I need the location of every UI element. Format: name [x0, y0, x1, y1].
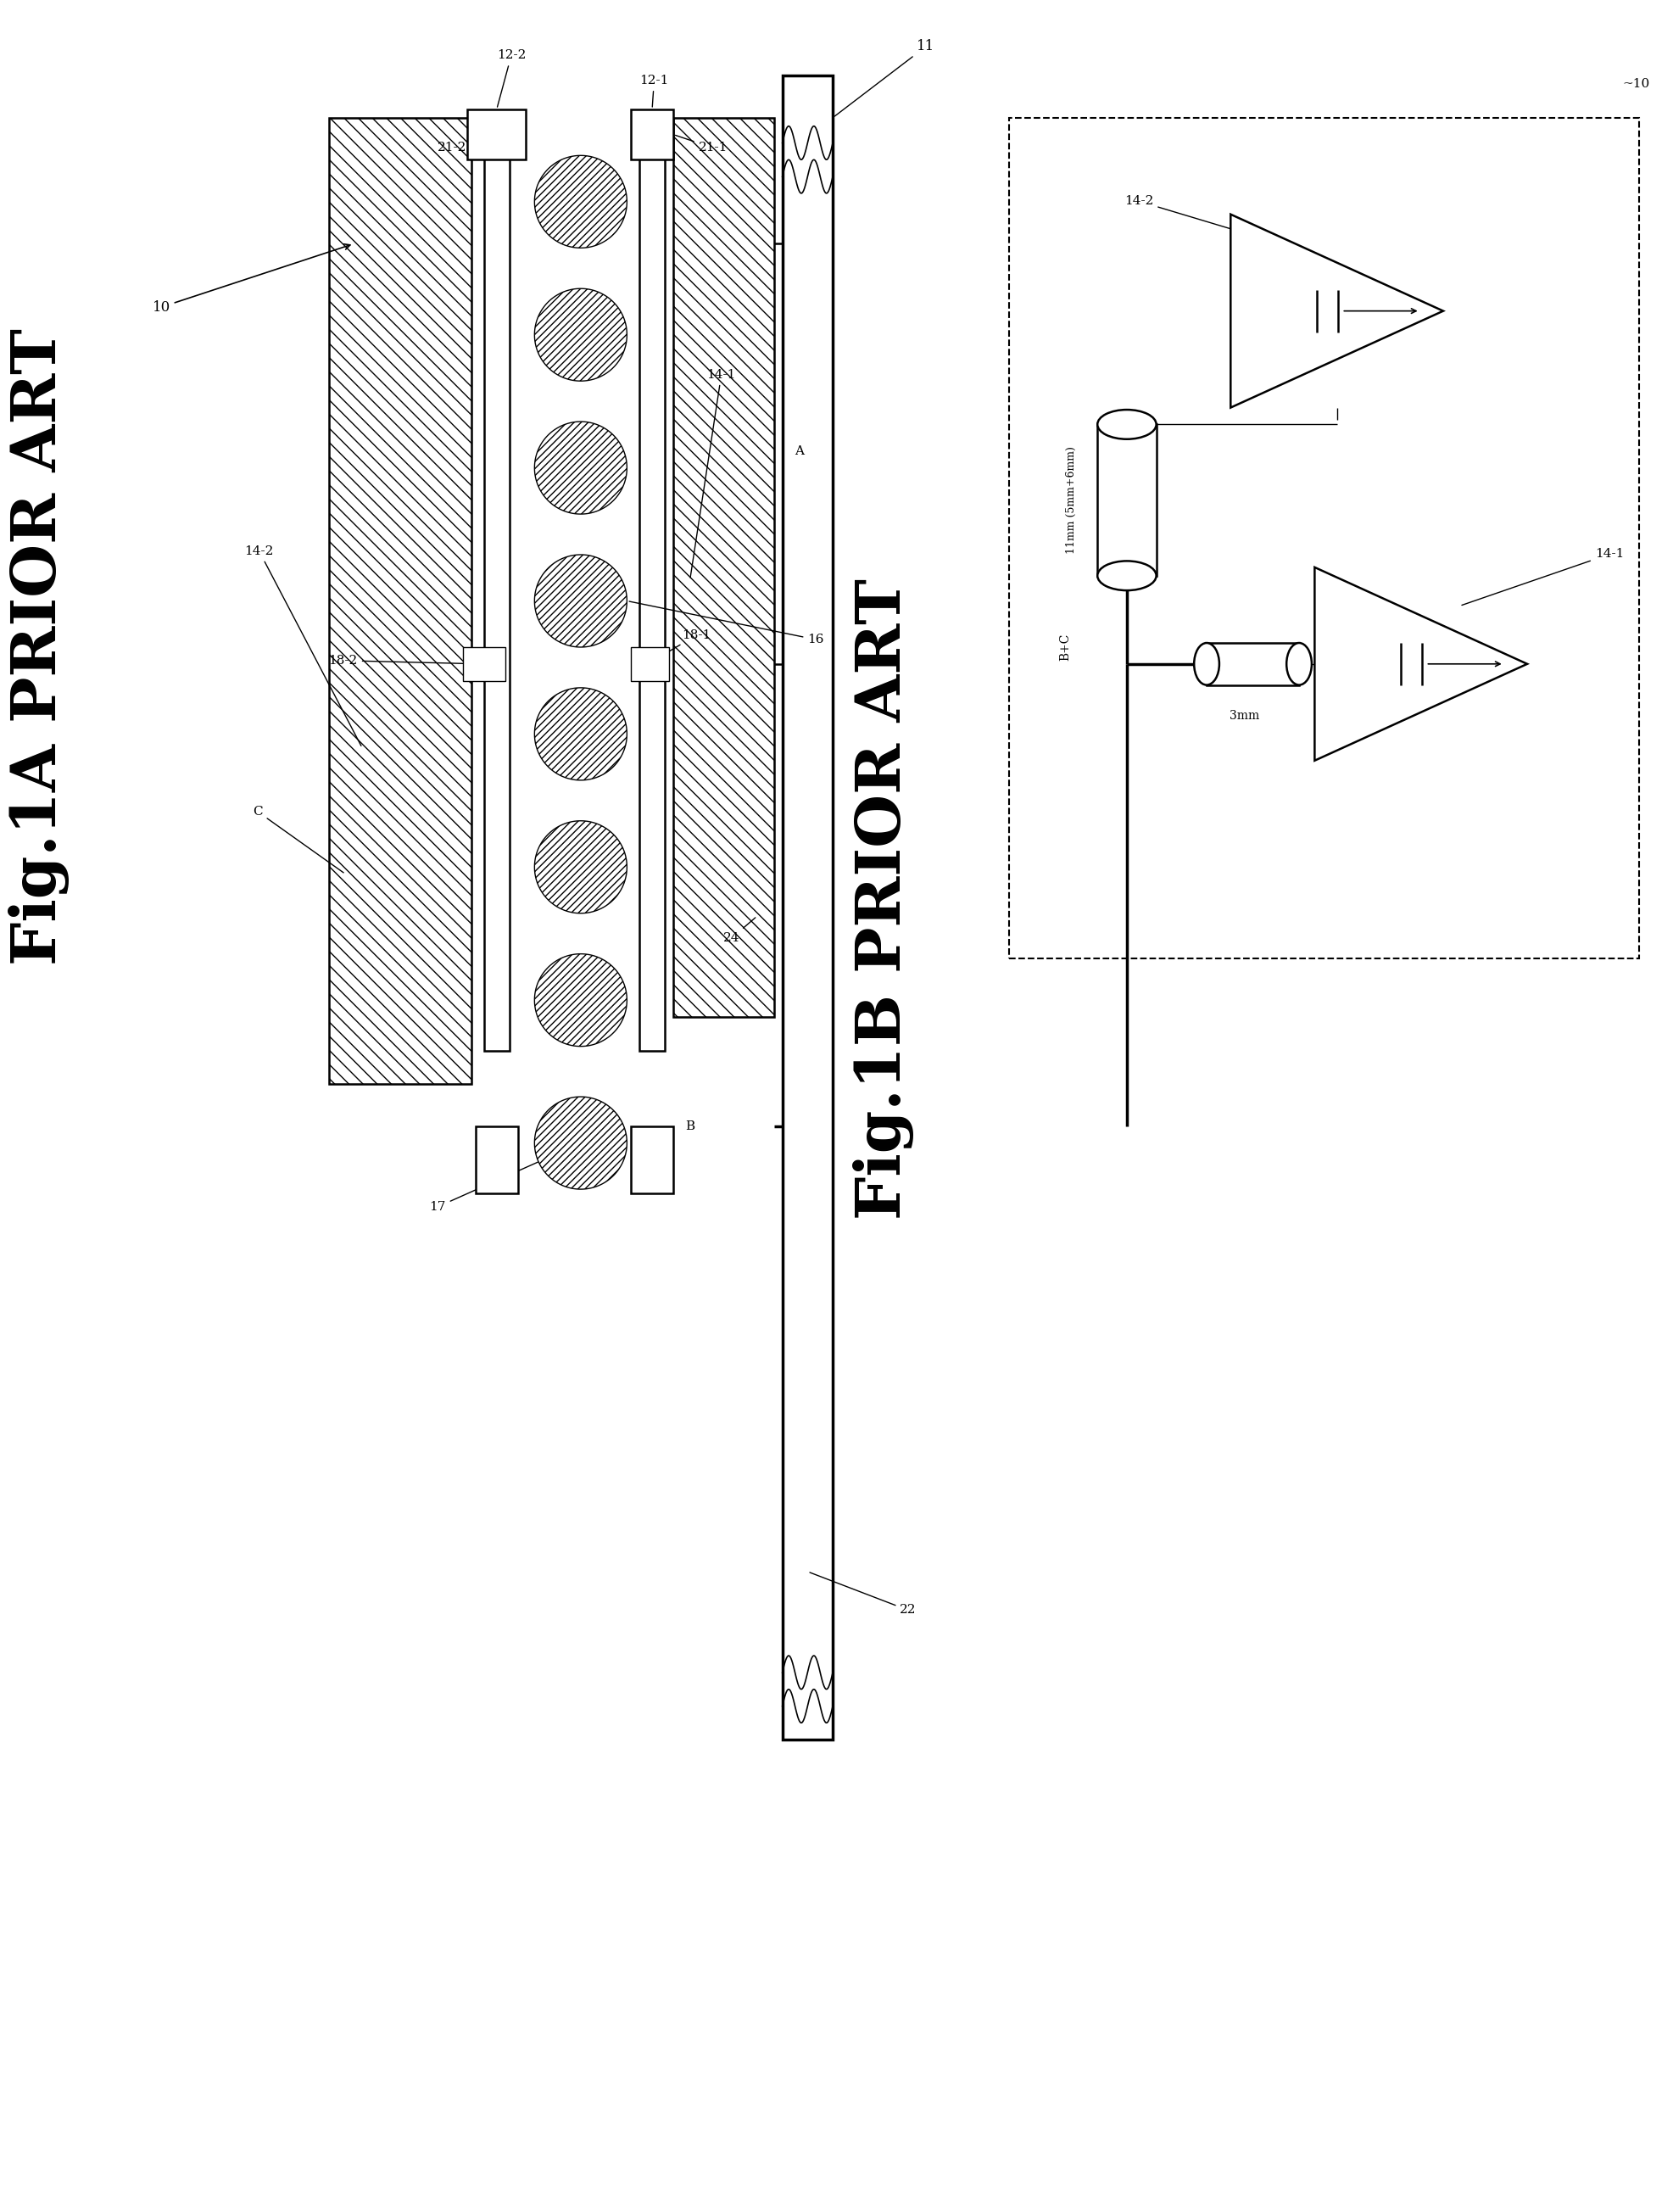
Text: 3mm: 3mm	[1230, 710, 1260, 721]
Polygon shape	[1315, 566, 1527, 761]
Text: 14-2: 14-2	[244, 546, 361, 745]
Polygon shape	[534, 1097, 627, 1190]
Bar	[673, 117, 775, 1018]
Text: Fig.1B PRIOR ART: Fig.1B PRIOR ART	[853, 580, 913, 1219]
Bar	[475, 1126, 517, 1194]
Bar	[328, 117, 472, 1084]
Polygon shape	[534, 422, 627, 513]
Text: 18-1: 18-1	[651, 630, 711, 664]
Text: 24: 24	[723, 918, 756, 945]
Polygon shape	[534, 953, 627, 1046]
Text: 11: 11	[835, 40, 935, 117]
Bar	[467, 108, 525, 159]
Text: B+C: B+C	[1059, 633, 1071, 661]
Text: 21-1: 21-1	[676, 135, 728, 155]
Text: C: C	[253, 805, 343, 874]
Bar	[483, 117, 509, 1051]
Bar	[631, 108, 673, 159]
Text: 11mm (5mm+6mm): 11mm (5mm+6mm)	[1066, 447, 1076, 553]
Text: B: B	[686, 1119, 694, 1133]
Ellipse shape	[1097, 409, 1156, 440]
Bar	[631, 1126, 673, 1194]
Text: Fig.1A PRIOR ART: Fig.1A PRIOR ART	[8, 330, 69, 967]
Bar	[1009, 117, 1640, 958]
Text: 14-2: 14-2	[1124, 195, 1276, 243]
Text: A: A	[795, 445, 803, 458]
Bar	[639, 117, 664, 1051]
Bar	[631, 648, 669, 681]
Bar	[1206, 644, 1300, 686]
Bar	[463, 648, 505, 681]
Text: 12-2: 12-2	[497, 49, 525, 106]
Text: 14-1: 14-1	[691, 369, 736, 577]
Polygon shape	[1231, 215, 1444, 407]
Polygon shape	[534, 821, 627, 914]
Text: 18-2: 18-2	[328, 655, 477, 666]
Polygon shape	[534, 155, 627, 248]
Polygon shape	[534, 688, 627, 781]
Bar	[328, 117, 472, 1084]
Bar	[1097, 425, 1156, 575]
Bar	[673, 117, 775, 1018]
Ellipse shape	[1097, 562, 1156, 591]
Text: 21-2: 21-2	[438, 135, 482, 155]
Text: 17: 17	[430, 1144, 579, 1212]
Polygon shape	[534, 555, 627, 648]
Text: 14-1: 14-1	[1462, 549, 1624, 606]
Polygon shape	[534, 288, 627, 380]
Text: 16: 16	[629, 602, 825, 646]
Text: A: A	[1318, 655, 1425, 666]
Ellipse shape	[1195, 644, 1220, 686]
Bar	[783, 75, 833, 1739]
Text: 10: 10	[152, 243, 350, 314]
Text: 12-1: 12-1	[639, 75, 669, 106]
Text: ~10: ~10	[1623, 77, 1650, 91]
Text: 22: 22	[810, 1573, 917, 1617]
Ellipse shape	[1287, 644, 1312, 686]
